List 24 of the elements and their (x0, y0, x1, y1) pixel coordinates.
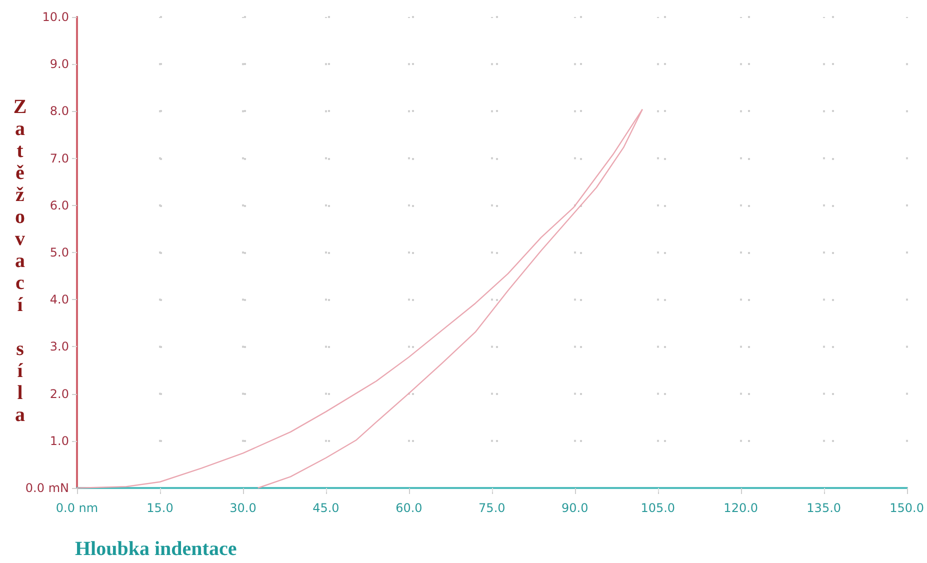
x-tick-label: 45.0 (312, 501, 340, 515)
y-tick-label: 10.0 (42, 10, 69, 24)
y-tick-label: 2.0 (50, 386, 69, 401)
y-tick-label: 7.0 (50, 151, 69, 166)
y-tick-label: 1.0 (50, 434, 69, 448)
y-tick-label: 9.0 (50, 57, 69, 72)
y-tick-label: 0.0 mN (25, 481, 69, 495)
x-tick-label: 75.0 (478, 501, 506, 515)
x-tick-label: 135.0 (806, 501, 842, 515)
x-tick-label: 60.0 (396, 501, 422, 515)
x-axis-title: Hloubka indentace (75, 538, 237, 561)
y-tick-label: 4.0 (50, 292, 69, 307)
x-tick-label: 120.0 (724, 501, 758, 515)
x-tick-label: 0.0 nm (56, 501, 98, 515)
x-tick-label: 30.0 (230, 501, 256, 515)
y-axis-title: Zatěžovací síla (8, 96, 32, 426)
y-tick-label: 5.0 (50, 246, 69, 260)
y-tick-label: 8.0 (50, 104, 69, 118)
x-tick-label: 15.0 (146, 501, 174, 515)
y-tick-label: 6.0 (50, 198, 69, 212)
x-tick-label: 150.0 (890, 501, 924, 515)
y-tick-label: 3.0 (50, 340, 69, 354)
x-tick-label: 90.0 (562, 501, 588, 515)
x-tick-label: 105.0 (640, 501, 676, 515)
